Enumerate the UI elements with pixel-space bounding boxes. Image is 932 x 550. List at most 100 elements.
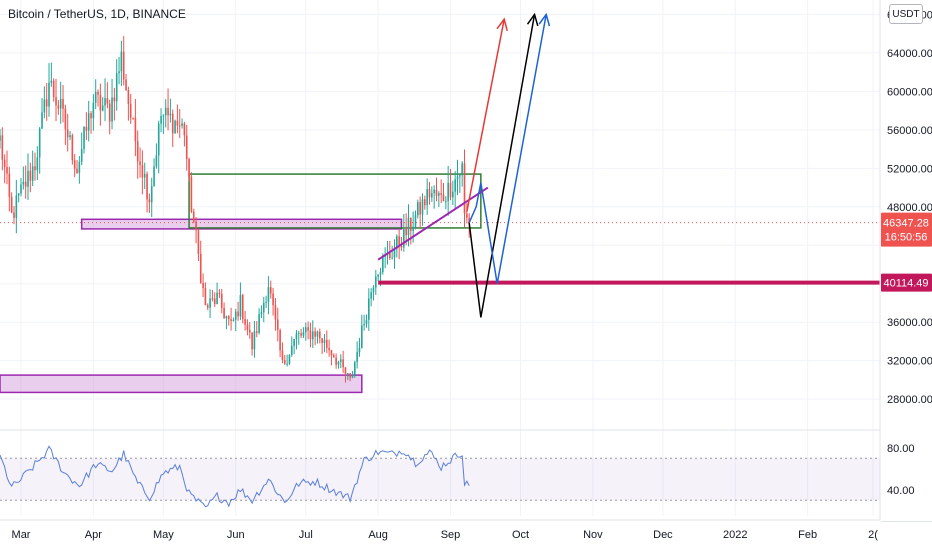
currency-badge[interactable]: USDT (889, 4, 923, 24)
candle (76, 160, 78, 174)
candle-body (78, 161, 81, 173)
candle-body (468, 217, 470, 223)
candle-body (157, 123, 160, 156)
arrow-path-0 (466, 19, 505, 212)
candle-body (435, 189, 438, 196)
candle-body (176, 120, 179, 126)
candle (55, 78, 57, 122)
candle-body (381, 256, 384, 273)
candle (356, 341, 358, 369)
candle-body (407, 217, 410, 236)
candle (43, 86, 46, 119)
candle (206, 303, 209, 311)
candle (13, 206, 15, 225)
candle (73, 154, 76, 178)
candle (36, 146, 39, 180)
candle (396, 234, 398, 258)
candle-body (195, 221, 197, 231)
candle (335, 353, 337, 369)
candle-body (41, 112, 43, 129)
candle (85, 112, 88, 141)
candle (267, 276, 270, 315)
candle (417, 199, 419, 219)
candle-body (69, 135, 71, 138)
candle-body (281, 350, 284, 361)
candle (449, 168, 452, 201)
candle (445, 196, 447, 210)
candle-body (24, 181, 27, 187)
candle (232, 317, 235, 322)
candle-body (85, 126, 88, 131)
candle-body (113, 97, 116, 102)
time-tick-label: Sep (441, 529, 461, 541)
candle-body (169, 113, 172, 116)
candle-body (213, 298, 216, 305)
candle-body (463, 163, 466, 214)
candle-body (27, 170, 29, 187)
candle (132, 117, 134, 120)
candle (410, 217, 412, 245)
candle (330, 349, 333, 366)
candle (269, 280, 272, 299)
candle-body (323, 339, 326, 344)
candle (136, 130, 139, 179)
candle-body (295, 333, 298, 340)
candle (80, 132, 83, 166)
candle-body (197, 230, 200, 254)
candle (405, 213, 407, 246)
candle-body (321, 338, 323, 344)
time-tick-label: Feb (798, 529, 817, 541)
candle (3, 154, 6, 184)
candle (461, 161, 463, 187)
candle-body (374, 276, 377, 288)
candle-body (92, 102, 95, 119)
candle-body (225, 316, 228, 319)
candle (97, 89, 99, 107)
candle-body (379, 272, 382, 275)
candle-body (414, 215, 417, 227)
candle-body (244, 318, 246, 325)
candle (38, 126, 41, 174)
candle (115, 59, 118, 111)
candle (176, 104, 179, 134)
time-tick-label: Apr (85, 529, 102, 541)
candle-body (115, 73, 118, 102)
support-price-tag (881, 273, 932, 292)
candle-body (283, 360, 286, 364)
candle-body (424, 199, 426, 206)
candle (459, 175, 461, 193)
candle-body (17, 193, 20, 196)
candle-body (335, 357, 337, 365)
candle (447, 165, 449, 216)
candle (192, 208, 195, 224)
candle (41, 97, 43, 130)
candle (113, 88, 116, 121)
candle-body (29, 170, 32, 181)
candle-body (388, 253, 391, 258)
price-tick-label: 32000.00 (887, 356, 932, 368)
candle-body (316, 331, 319, 337)
candle-body (97, 91, 99, 95)
candle-body (174, 120, 176, 134)
candle-body (199, 253, 202, 284)
candle (148, 193, 151, 214)
candle-body (297, 333, 300, 335)
zone-box-0 (80, 218, 403, 230)
candle (90, 111, 92, 134)
candle (157, 120, 160, 174)
candle (328, 339, 330, 357)
candle-body (367, 298, 370, 320)
candle-body (272, 293, 274, 306)
time-tick-label: Oct (512, 529, 529, 541)
candle-body (155, 155, 158, 167)
candle (442, 182, 445, 202)
candle (15, 179, 18, 234)
projection-arrows (466, 12, 551, 318)
candle-body (218, 292, 221, 294)
candle-body (344, 367, 347, 374)
rsi-pane (0, 429, 880, 508)
candle (300, 328, 302, 339)
candle (374, 269, 377, 295)
candle-body (127, 89, 130, 104)
price-tick-label: 52000.00 (887, 163, 932, 175)
